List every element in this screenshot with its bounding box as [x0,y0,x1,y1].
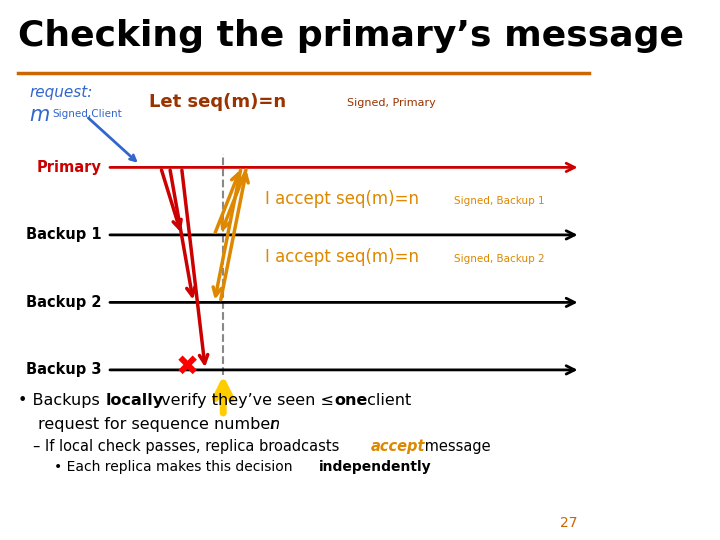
Text: 27: 27 [560,516,577,530]
Text: m: m [30,105,50,125]
Text: I accept seq(m)=n: I accept seq(m)=n [265,190,419,208]
Text: Backup 2: Backup 2 [26,295,102,310]
Text: verify they’ve seen ≤: verify they’ve seen ≤ [156,393,339,408]
Text: Backup 1: Backup 1 [26,227,102,242]
Text: message: message [420,439,491,454]
Text: independently: independently [318,460,431,474]
Text: Signed, Primary: Signed, Primary [347,98,436,109]
Text: – If local check passes, replica broadcasts: – If local check passes, replica broadca… [32,439,343,454]
Text: locally: locally [106,393,164,408]
Text: Primary: Primary [36,160,102,175]
Text: one: one [335,393,368,408]
Text: request:: request: [30,85,93,100]
Text: Checking the primary’s message: Checking the primary’s message [18,19,684,53]
Text: accept: accept [370,439,425,454]
Text: Let seq(m)=n: Let seq(m)=n [149,93,286,111]
Text: Signed, Backup 2: Signed, Backup 2 [454,254,544,265]
Text: ✖: ✖ [176,353,199,381]
Text: client: client [362,393,411,408]
Text: • Each replica makes this decision: • Each replica makes this decision [53,460,297,474]
Text: I accept seq(m)=n: I accept seq(m)=n [265,248,419,266]
Text: Signed,Client: Signed,Client [53,109,122,119]
Text: Signed, Backup 1: Signed, Backup 1 [454,196,544,206]
Text: n: n [270,417,280,432]
Text: • Backups: • Backups [18,393,104,408]
Text: request for sequence number: request for sequence number [37,417,282,432]
Text: Backup 3: Backup 3 [26,362,102,377]
